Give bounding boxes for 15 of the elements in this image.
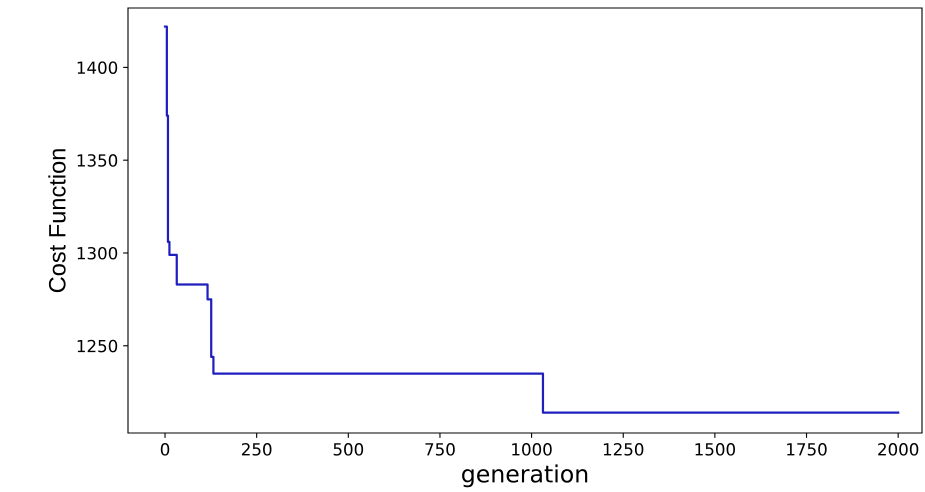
y-tick-label: 1250: [78, 340, 118, 352]
x-tick-label: 0: [160, 443, 170, 456]
x-tick-label: 750: [425, 443, 455, 456]
x-tick-label: 1250: [604, 443, 644, 456]
x-tick-label: 1000: [512, 443, 552, 456]
x-tick-label: 250: [242, 443, 272, 456]
x-axis-title: generation: [462, 464, 588, 488]
x-tick-label: 500: [334, 443, 364, 456]
y-tick-label: 1300: [78, 246, 118, 260]
x-tick-label: 2000: [878, 443, 918, 456]
x-tick-label: 1750: [787, 443, 827, 456]
y-tick-label: 1350: [78, 154, 118, 167]
y-tick-label: 1400: [78, 61, 118, 74]
x-tick-label: 1500: [696, 443, 735, 456]
y-axis-title: Cost Function: [48, 149, 66, 292]
